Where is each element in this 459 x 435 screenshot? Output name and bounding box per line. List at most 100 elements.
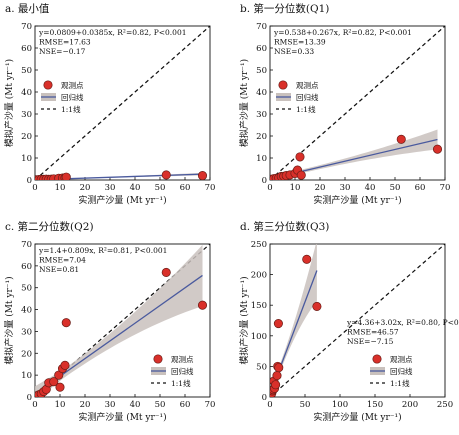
data-point bbox=[197, 171, 208, 180]
x-tick-label: 70 bbox=[205, 183, 216, 193]
legend-regression-label: 回归线 bbox=[171, 366, 194, 376]
x-tick-label: 40 bbox=[365, 183, 376, 193]
y-tick-label: 50 bbox=[21, 66, 32, 76]
data-point bbox=[49, 377, 59, 387]
nse-label: NSE=0.81 bbox=[39, 265, 79, 274]
x-axis-label: 实测产沙量 (Mt yr⁻¹) bbox=[78, 194, 166, 206]
y-tick-label: 30 bbox=[256, 110, 267, 120]
y-tick-label: 50 bbox=[256, 362, 267, 372]
y-tick-label: 100 bbox=[251, 332, 267, 342]
x-tick-label: 0 bbox=[267, 183, 272, 193]
x-tick-label: 10 bbox=[290, 183, 301, 193]
panel-title: c. 第二分位数(Q2) bbox=[5, 220, 94, 233]
x-tick-label: 60 bbox=[180, 400, 191, 410]
one-to-one-line bbox=[35, 26, 210, 180]
y-tick-label: 200 bbox=[251, 271, 267, 281]
panel-d: d. 第三分位数(Q3) 0 50 100 150 200 250 0 50 100 150 200 2… bbox=[238, 220, 459, 423]
y-tick-label: 50 bbox=[256, 66, 267, 76]
x-tick-label: 70 bbox=[205, 400, 216, 410]
x-tick-label: 100 bbox=[332, 400, 348, 410]
data-point bbox=[60, 360, 70, 370]
y-tick-label: 30 bbox=[21, 110, 32, 120]
panel-title: b. 第一分位数(Q1) bbox=[240, 2, 329, 15]
data-point bbox=[161, 170, 171, 180]
x-tick-label: 50 bbox=[155, 183, 166, 193]
legend-points-label: 观测点 bbox=[171, 355, 194, 364]
x-tick-label: 20 bbox=[80, 400, 91, 410]
y-tick-label: 60 bbox=[256, 44, 267, 54]
y-tick-label: 10 bbox=[256, 154, 267, 164]
x-tick-label: 0 bbox=[32, 400, 37, 410]
regression-equation: y=0.0809+0.0385x, R²=0.82, P<0.001 bbox=[38, 28, 187, 37]
data-point bbox=[302, 254, 312, 264]
legend-regression-label: 回归线 bbox=[390, 366, 413, 376]
legend-point-marker bbox=[43, 80, 53, 90]
y-tick-label: 250 bbox=[251, 240, 267, 250]
y-tick-label: 30 bbox=[21, 327, 32, 337]
y-tick-label: 70 bbox=[21, 22, 32, 32]
y-tick-label: 60 bbox=[21, 262, 32, 272]
y-tick-label: 0 bbox=[27, 393, 32, 403]
y-tick-label: 60 bbox=[21, 44, 32, 54]
x-tick-label: 250 bbox=[437, 400, 453, 410]
x-tick-label: 30 bbox=[340, 183, 351, 193]
plot-area bbox=[35, 244, 210, 397]
y-tick-label: 20 bbox=[256, 132, 267, 142]
panel-b: b. 第一分位数(Q1) 0 10 20 30 40 50 60 70 0 10 20 30 40 50 60… bbox=[238, 2, 450, 206]
legend-regression-label: 回归线 bbox=[296, 92, 319, 102]
x-tick-label: 30 bbox=[105, 400, 116, 410]
x-tick-label: 20 bbox=[315, 183, 326, 193]
y-tick-label: 70 bbox=[256, 22, 267, 32]
x-tick-label: 70 bbox=[440, 183, 451, 193]
x-tick-label: 60 bbox=[415, 183, 426, 193]
regression-equation: y=1.4+0.809x, R²=0.81, P<0.001 bbox=[38, 246, 167, 255]
y-axis-label: 模拟产沙量 (Mt yr⁻¹) bbox=[3, 59, 15, 147]
legend-one-to-one-label: 1:1线 bbox=[390, 378, 410, 388]
data-point bbox=[61, 172, 71, 180]
data-point bbox=[197, 300, 208, 310]
x-tick-label: 0 bbox=[267, 400, 272, 410]
y-tick-label: 70 bbox=[21, 240, 32, 250]
plot-frame bbox=[269, 243, 446, 398]
legend-one-to-one-label: 1:1线 bbox=[171, 378, 191, 388]
plot-frame bbox=[34, 243, 211, 398]
x-tick-label: 50 bbox=[390, 183, 401, 193]
rmse-label: RMSE=7.04 bbox=[39, 256, 86, 265]
x-tick-label: 20 bbox=[80, 183, 91, 193]
x-tick-label: 10 bbox=[55, 183, 66, 193]
nse-label: NSE=−7.15 bbox=[347, 337, 394, 346]
x-tick-label: 50 bbox=[300, 400, 311, 410]
data-point bbox=[396, 134, 406, 144]
data-point bbox=[296, 170, 306, 180]
rmse-label: RMSE=17.63 bbox=[39, 38, 91, 47]
y-tick-label: 20 bbox=[21, 132, 32, 142]
legend-one-to-one-label: 1:1线 bbox=[61, 104, 81, 114]
legend-one-to-one-label: 1:1线 bbox=[296, 104, 316, 114]
data-point bbox=[61, 318, 71, 328]
data-point bbox=[295, 152, 305, 162]
data-point bbox=[274, 363, 284, 373]
regression-equation: y=4.36+3.02x, R²=0.80, P<0.001 bbox=[346, 318, 459, 327]
nse-label: NSE=0.33 bbox=[274, 47, 314, 56]
legend-point-marker bbox=[278, 80, 288, 90]
nse-label: NSE=−0.17 bbox=[39, 47, 86, 56]
legend-points-label: 观测点 bbox=[61, 81, 84, 90]
y-tick-label: 10 bbox=[21, 154, 32, 164]
y-tick-label: 0 bbox=[262, 393, 267, 403]
x-tick-label: 40 bbox=[130, 183, 141, 193]
y-tick-label: 0 bbox=[27, 176, 32, 186]
plot-area bbox=[270, 26, 445, 180]
y-axis-label: 模拟产沙量 (Mt yr⁻¹) bbox=[238, 276, 250, 364]
rmse-label: RMSE=46.57 bbox=[347, 328, 399, 337]
x-axis-label: 实测产沙量 (Mt yr⁻¹) bbox=[313, 194, 401, 206]
data-point bbox=[55, 382, 65, 392]
x-tick-label: 150 bbox=[367, 400, 383, 410]
y-tick-label: 20 bbox=[21, 349, 32, 359]
y-tick-label: 40 bbox=[256, 88, 267, 98]
y-tick-label: 10 bbox=[21, 371, 32, 381]
y-axis-label: 模拟产沙量 (Mt yr⁻¹) bbox=[238, 59, 250, 147]
data-point bbox=[432, 144, 443, 154]
panel-a: a. 最小值 0 10 20 30 40 50 60 70 0 10 20 30 40 50 60 70 实测产沙… bbox=[3, 2, 215, 206]
